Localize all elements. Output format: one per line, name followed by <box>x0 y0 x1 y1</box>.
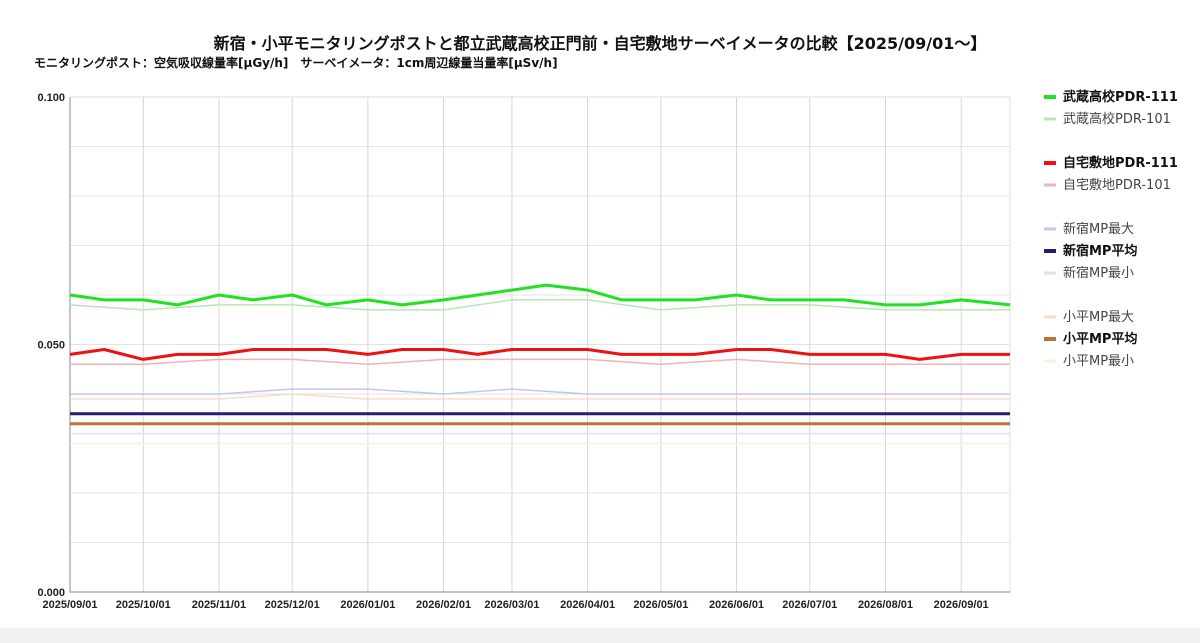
x-tick-label: 2025/10/01 <box>116 599 171 611</box>
x-tick-label: 2025/09/01 <box>42 599 97 611</box>
legend-label: 新宿MP最大 <box>1063 221 1134 237</box>
legend-label: 小平MP最小 <box>1063 354 1134 369</box>
series-line <box>70 393 1010 400</box>
legend-label: 新宿MP平均 <box>1063 243 1137 259</box>
bottom-band <box>0 628 1200 643</box>
chart-subtitle: モニタリングポスト：空気吸収線量率[μGy/h] サーベイメータ：1cm周辺線量… <box>34 56 558 70</box>
x-tick-label: 2026/07/01 <box>782 599 837 611</box>
legend-label: 小平MP平均 <box>1063 331 1137 347</box>
x-tick-label: 2026/04/01 <box>560 599 615 611</box>
legend-label: 小平MP最大 <box>1063 310 1134 325</box>
y-tick-label: 0.000 <box>37 587 65 599</box>
series-line <box>69 348 1010 361</box>
series-line <box>70 358 1010 366</box>
x-tick-label: 2026/02/01 <box>416 599 471 611</box>
x-tick-label: 2025/12/01 <box>265 599 320 611</box>
legend-label: 武蔵高校PDR-101 <box>1063 111 1171 127</box>
legend-label: 自宅敷地PDR-101 <box>1063 178 1171 193</box>
x-tick-label: 2026/06/01 <box>709 599 764 611</box>
legend-label: 新宿MP最小 <box>1063 265 1134 281</box>
series-line <box>69 283 1011 307</box>
x-tick-label: 2025/11/01 <box>192 599 246 611</box>
y-tick-label: 0.100 <box>37 92 65 104</box>
series-line <box>70 388 1010 395</box>
x-tick-label: 2026/09/01 <box>934 599 989 611</box>
x-tick-label: 2026/01/01 <box>340 599 395 611</box>
legend-label: 自宅敷地PDR-111 <box>1063 155 1178 171</box>
x-tick-label: 2026/05/01 <box>633 599 688 611</box>
x-tick-label: 2026/08/01 <box>858 599 913 611</box>
x-tick-label: 2026/03/01 <box>484 599 539 611</box>
legend-label: 武蔵高校PDR-111 <box>1063 89 1178 105</box>
y-tick-label: 0.050 <box>37 340 65 352</box>
chart-title: 新宿・小平モニタリングポストと都立武蔵高校正門前・自宅敷地サーベイメータの比較【… <box>213 34 987 53</box>
series-line <box>69 299 1010 311</box>
